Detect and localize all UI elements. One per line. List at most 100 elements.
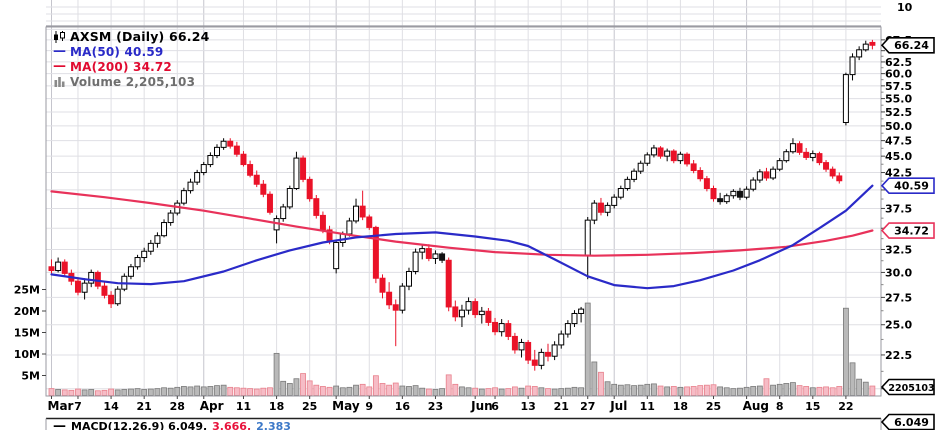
symbol-title: AXSM (Daily) 66.24	[70, 29, 210, 44]
candle-body	[697, 170, 704, 180]
candle-body	[770, 168, 777, 179]
candle-body	[180, 190, 187, 204]
candle-body	[485, 310, 492, 323]
y-axis-label: 62.5	[885, 56, 912, 69]
macd-line-icon: —	[53, 419, 66, 430]
volume-bar	[856, 378, 863, 396]
volume-bar	[48, 388, 55, 396]
volume-bar	[518, 387, 525, 396]
volume-bar	[657, 385, 664, 396]
axis-badge-value: 2205103	[888, 383, 934, 394]
volume-bar	[644, 383, 651, 396]
candle-body	[372, 226, 379, 279]
candle-body	[101, 285, 108, 296]
volume-bar	[445, 374, 452, 396]
volume-bar	[578, 387, 584, 396]
legend-ma50-row: — MA(50) 40.59	[53, 44, 210, 59]
volume-bar	[770, 384, 776, 396]
candle-body	[194, 172, 201, 183]
volume-bar	[439, 388, 445, 396]
x-axis-label: 25	[706, 400, 721, 413]
volume-bar	[670, 386, 677, 396]
axis-badge	[880, 36, 935, 54]
volume-bar	[756, 385, 763, 396]
candle-body	[293, 157, 300, 189]
candle-body	[597, 202, 604, 213]
volume-bar	[823, 386, 829, 396]
ma200-line	[50, 190, 874, 257]
volume-bar	[525, 385, 532, 396]
candle-body	[200, 164, 207, 174]
volume-bar	[379, 383, 386, 396]
legend-symbol-row: AXSM (Daily) 66.24	[53, 29, 210, 44]
candle-body	[637, 162, 644, 172]
y-axis-label: 47.5	[885, 135, 912, 148]
chart-legend: AXSM (Daily) 66.24 — MA(50) 40.59 — MA(2…	[53, 29, 210, 89]
volume-bar	[346, 386, 353, 396]
ma50-line	[50, 184, 874, 290]
plot-border	[45, 26, 882, 397]
volume-bar	[406, 386, 412, 396]
candle-body	[253, 174, 260, 185]
y-axis-label: 52.5	[885, 106, 912, 119]
candle-body	[743, 188, 750, 198]
macd-name-value: MACD(12,26,9) 6.049,	[71, 420, 208, 430]
x-axis-label: 8	[776, 400, 784, 413]
volume-bar	[776, 383, 783, 396]
volume-bar	[743, 386, 750, 396]
volume-bar	[591, 361, 598, 396]
candle-body	[458, 309, 465, 318]
volume-bar	[114, 389, 121, 396]
candle-body	[849, 56, 856, 76]
candle-body	[525, 341, 532, 361]
candle-body	[353, 205, 360, 222]
candle-body	[776, 160, 783, 170]
axis-badge	[880, 413, 935, 430]
candle-body	[591, 202, 598, 221]
axis-badge	[880, 378, 935, 396]
candle-body	[750, 179, 757, 190]
volume-bar	[538, 387, 545, 396]
volume-bar	[459, 386, 465, 396]
candle-body	[187, 181, 194, 192]
candle-body	[578, 308, 585, 314]
y-axis-label: 25.0	[885, 319, 912, 332]
volume-label: Volume 2,205,103	[70, 74, 196, 89]
volume-bar	[677, 386, 684, 396]
candle-body	[856, 49, 863, 58]
volume-bar	[737, 387, 743, 396]
candle-body	[154, 235, 161, 244]
volume-bar	[154, 388, 161, 396]
x-axis-label: 11	[640, 400, 655, 413]
candle-body	[624, 178, 631, 189]
volume-bar	[564, 387, 571, 396]
candle-body	[664, 150, 671, 157]
ma50-line-icon: —	[53, 43, 66, 59]
volume-bar	[88, 389, 95, 396]
volume-bar	[545, 388, 551, 396]
volume-bar	[333, 385, 340, 396]
volume-bar	[849, 362, 856, 396]
x-axis-label: 16	[395, 400, 411, 413]
volume-bar	[836, 386, 843, 396]
volume-bar	[293, 378, 300, 396]
volume-bar	[167, 387, 174, 396]
volume-bar	[253, 388, 260, 396]
volume-bar	[399, 385, 406, 396]
candle-body	[359, 205, 366, 218]
candle-body	[816, 153, 823, 164]
volume-bar	[128, 388, 134, 396]
volume-bar	[260, 387, 267, 396]
candle-body	[730, 190, 737, 197]
volume-bar	[803, 386, 810, 396]
volume-bar	[604, 381, 611, 396]
volume-bar	[710, 384, 717, 396]
volume-bar	[558, 388, 565, 396]
candle-body	[81, 282, 88, 293]
volume-bar	[452, 383, 459, 396]
candle-body	[439, 253, 446, 261]
candle-body	[425, 248, 432, 259]
volume-bar	[717, 386, 724, 396]
volume-bar	[697, 385, 704, 396]
